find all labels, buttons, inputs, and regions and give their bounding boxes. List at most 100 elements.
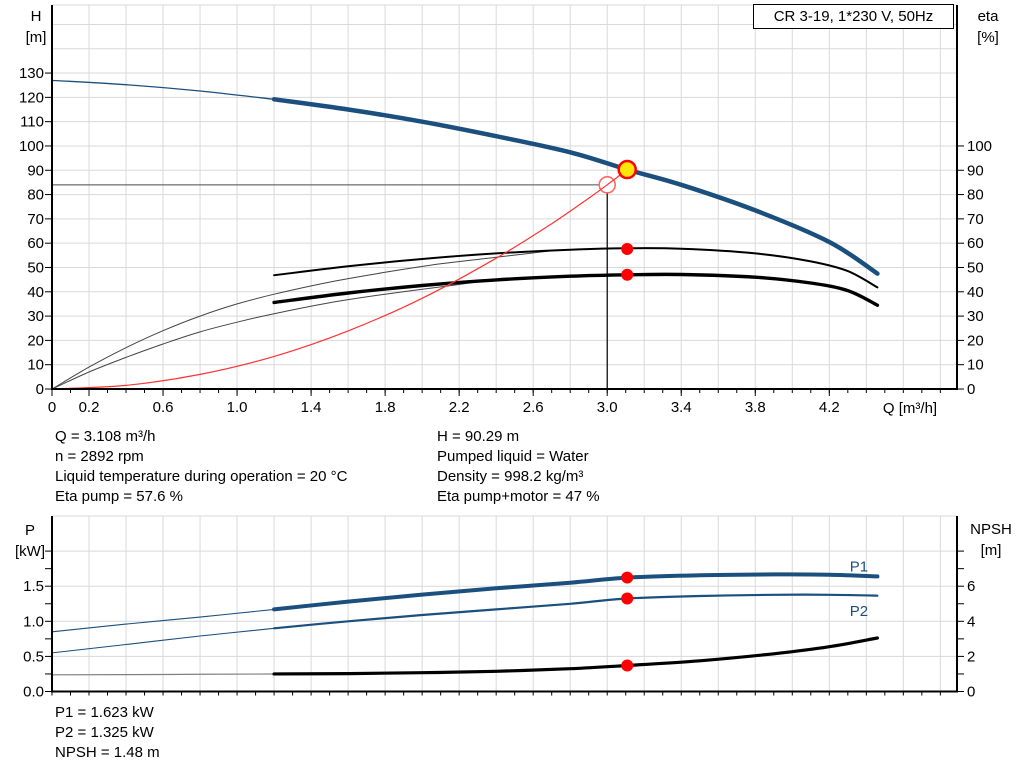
system-curve bbox=[51, 169, 628, 390]
right-tick-label: 80 bbox=[967, 187, 984, 204]
left-tick-label: 0 bbox=[36, 381, 44, 398]
eta-pump-motor-text: Eta pump+motor = 47 % bbox=[437, 488, 600, 505]
left-tick-label: 1.5 bbox=[23, 578, 44, 595]
p2-point bbox=[621, 592, 634, 605]
x-tick-label: 3.4 bbox=[671, 399, 692, 416]
axes bbox=[51, 516, 958, 693]
grid bbox=[52, 515, 957, 692]
npsh-curve bbox=[272, 636, 879, 676]
x-tick-label: 0 bbox=[48, 399, 56, 416]
left-tick-label: 0.0 bbox=[23, 684, 44, 701]
right-tick-label: 0 bbox=[967, 381, 975, 398]
left-tick-label: 1.0 bbox=[23, 613, 44, 630]
grid bbox=[52, 5, 957, 389]
top-right-axis-title: eta [%] bbox=[966, 6, 1010, 48]
npsh-lead-curve bbox=[51, 673, 275, 676]
eta-pump-motor-curve bbox=[272, 272, 880, 307]
axes bbox=[51, 5, 958, 390]
p2-value-text: P2 = 1.325 kW bbox=[55, 724, 154, 741]
p1-value-text: P1 = 1.623 kW bbox=[55, 704, 154, 721]
p1-curve bbox=[272, 572, 880, 612]
left-tick-label: 120 bbox=[19, 89, 44, 106]
x-tick-label: 0.6 bbox=[153, 399, 174, 416]
p1-lead-curve bbox=[51, 608, 275, 633]
p2-lead-curve bbox=[51, 627, 275, 654]
right-tick-label: 30 bbox=[967, 308, 984, 325]
bottom-left-axis-title: P [kW] bbox=[8, 520, 52, 562]
liquid-temperature-text: Liquid temperature during operation = 20… bbox=[55, 468, 348, 485]
h-axis-unit: [m] bbox=[25, 29, 47, 46]
left-tick-label: 60 bbox=[27, 235, 44, 252]
left-tick-label: 90 bbox=[27, 162, 44, 179]
npsh-axis-symbol: NPSH bbox=[970, 521, 1012, 538]
qh-curve bbox=[271, 97, 880, 276]
left-tick-label: 10 bbox=[27, 357, 44, 374]
x-tick-label: 3.8 bbox=[745, 399, 766, 416]
right-tick-label: 0 bbox=[967, 684, 975, 701]
p2-curve-label: P2 bbox=[850, 603, 868, 620]
x-tick-label: 4.2 bbox=[819, 399, 840, 416]
eta-axis-symbol: eta bbox=[977, 8, 999, 25]
eta-pump-motor-point bbox=[621, 268, 634, 281]
right-tick-label: 20 bbox=[967, 332, 984, 349]
operating-point[interactable] bbox=[617, 159, 637, 180]
npsh-axis-unit: [m] bbox=[980, 542, 1002, 559]
right-tick-label: 6 bbox=[967, 578, 975, 595]
p-axis-unit: [kW] bbox=[15, 543, 45, 560]
speed-text: n = 2892 rpm bbox=[55, 448, 144, 465]
p1-curve-label: P1 bbox=[850, 559, 868, 576]
top-left-axis-title: H [m] bbox=[14, 6, 58, 48]
left-tick-label: 40 bbox=[27, 284, 44, 301]
left-tick-label: 110 bbox=[20, 114, 44, 131]
h-axis-symbol: H bbox=[30, 8, 42, 25]
left-tick-label: 20 bbox=[27, 332, 44, 349]
left-tick-label: 50 bbox=[27, 259, 44, 276]
head-eta-chart: 0 0.2 0.6 1.0 1.4 1.8 2.2 2.6 3.0 3.4 3.8 4.2 0 10 20 3… bbox=[19, 4, 992, 416]
x-tick-label: 1.0 bbox=[227, 399, 248, 416]
qh-lead-curve bbox=[51, 79, 275, 100]
x-tick-label: 1.4 bbox=[301, 399, 322, 416]
duty-flow-text: Q = 3.108 m³/h bbox=[55, 428, 156, 445]
ticks bbox=[45, 72, 964, 396]
power-npsh-chart: 0.0 0.5 1.0 1.5 0 2 4 6 P1 P2 bbox=[23, 515, 975, 701]
ticks bbox=[45, 550, 964, 696]
x-tick-label: 3.0 bbox=[597, 399, 618, 416]
pumped-liquid-text: Pumped liquid = Water bbox=[437, 448, 589, 465]
left-tick-label: 130 bbox=[19, 65, 44, 82]
x-tick-label: 2.6 bbox=[523, 399, 544, 416]
npsh-point bbox=[621, 659, 634, 672]
eta-pump-text: Eta pump = 57.6 % bbox=[55, 488, 183, 505]
right-tick-label: 40 bbox=[967, 284, 984, 301]
right-tick-label: 10 bbox=[967, 357, 984, 374]
right-tick-label: 60 bbox=[967, 235, 984, 252]
right-tick-label: 4 bbox=[967, 613, 975, 630]
p1-point bbox=[621, 571, 634, 584]
eta-pump-point bbox=[621, 243, 634, 256]
right-tick-label: 90 bbox=[967, 162, 984, 179]
right-tick-label: 100 bbox=[967, 138, 992, 155]
eta-pump-motor-lead-curve bbox=[51, 280, 488, 390]
left-tick-label: 70 bbox=[27, 211, 44, 228]
density-text: Density = 998.2 kg/m³ bbox=[437, 468, 584, 485]
x-tick-label: 2.2 bbox=[449, 399, 470, 416]
pump-title-box: CR 3-19, 1*230 V, 50Hz bbox=[753, 4, 954, 29]
right-tick-label: 70 bbox=[967, 211, 984, 228]
bottom-right-axis-title: NPSH [m] bbox=[962, 519, 1020, 561]
npsh-value-text: NPSH = 1.48 m bbox=[55, 744, 160, 761]
left-tick-label: 30 bbox=[27, 308, 44, 325]
x-tick-label: 0.2 bbox=[79, 399, 100, 416]
eta-axis-unit: [%] bbox=[977, 29, 999, 46]
right-tick-label: 50 bbox=[967, 259, 984, 276]
p-axis-symbol: P bbox=[24, 522, 35, 539]
right-tick-label: 2 bbox=[967, 648, 975, 665]
eta-pump-lead-curve bbox=[51, 250, 553, 390]
left-tick-label: 80 bbox=[27, 187, 44, 204]
q-axis-title: Q [m³/h] bbox=[882, 400, 938, 417]
left-tick-label: 0.5 bbox=[23, 648, 44, 665]
x-tick-label: 1.8 bbox=[375, 399, 396, 416]
left-tick-label: 100 bbox=[19, 138, 44, 155]
p2-curve bbox=[272, 593, 879, 630]
duty-head-text: H = 90.29 m bbox=[437, 428, 520, 445]
